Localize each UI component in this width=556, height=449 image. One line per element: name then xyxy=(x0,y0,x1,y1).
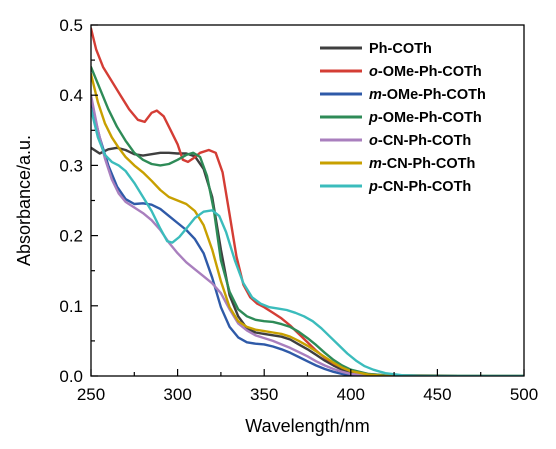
series-line-p-CN-Ph-COTh xyxy=(91,108,524,376)
y-axis-title: Absorbance/a.u. xyxy=(14,135,34,266)
legend-label: Ph-COTh xyxy=(369,41,432,57)
ticks-layer: 250 300 350 400 450 500 0.0 0.1 0.2 0.3 0.4 0.5 xyxy=(59,16,538,404)
x-tick-label: 450 xyxy=(423,385,451,404)
legend-label: o-CN-Ph-COTh xyxy=(369,133,471,149)
legend: Ph-COTh o-OMe-Ph-COTh m-OMe-Ph-COTh p-OMe-P… xyxy=(320,41,486,195)
legend-label: o-OMe-Ph-COTh xyxy=(369,64,482,80)
legend-label: m-CN-Ph-COTh xyxy=(369,156,475,172)
y-tick-label: 0.3 xyxy=(59,156,83,175)
series-line-m-OMe-Ph-COTh xyxy=(91,101,524,376)
series-line-m-CN-Ph-COTh xyxy=(91,72,524,376)
legend-label: m-OMe-Ph-COTh xyxy=(369,87,486,103)
x-tick-label: 400 xyxy=(337,385,365,404)
x-axis-title: Wavelength/nm xyxy=(245,416,369,436)
y-tick-label: 0.5 xyxy=(59,16,83,35)
x-tick-label: 300 xyxy=(163,385,191,404)
x-tick-label: 250 xyxy=(77,385,105,404)
y-tick-label: 0.2 xyxy=(59,227,83,246)
y-tick-label: 0.1 xyxy=(59,297,83,316)
series-line-p-OMe-Ph-COTh xyxy=(91,65,524,376)
x-tick-label: 350 xyxy=(250,385,278,404)
y-tick-label: 0.4 xyxy=(59,86,83,105)
legend-label: p-OMe-Ph-COTh xyxy=(368,110,482,126)
series-line-o-OMe-Ph-COTh xyxy=(91,27,524,376)
series-layer xyxy=(91,27,524,376)
y-tick-label: 0.0 xyxy=(59,367,83,386)
x-tick-label: 500 xyxy=(510,385,538,404)
legend-label: p-CN-Ph-COTh xyxy=(368,179,471,195)
